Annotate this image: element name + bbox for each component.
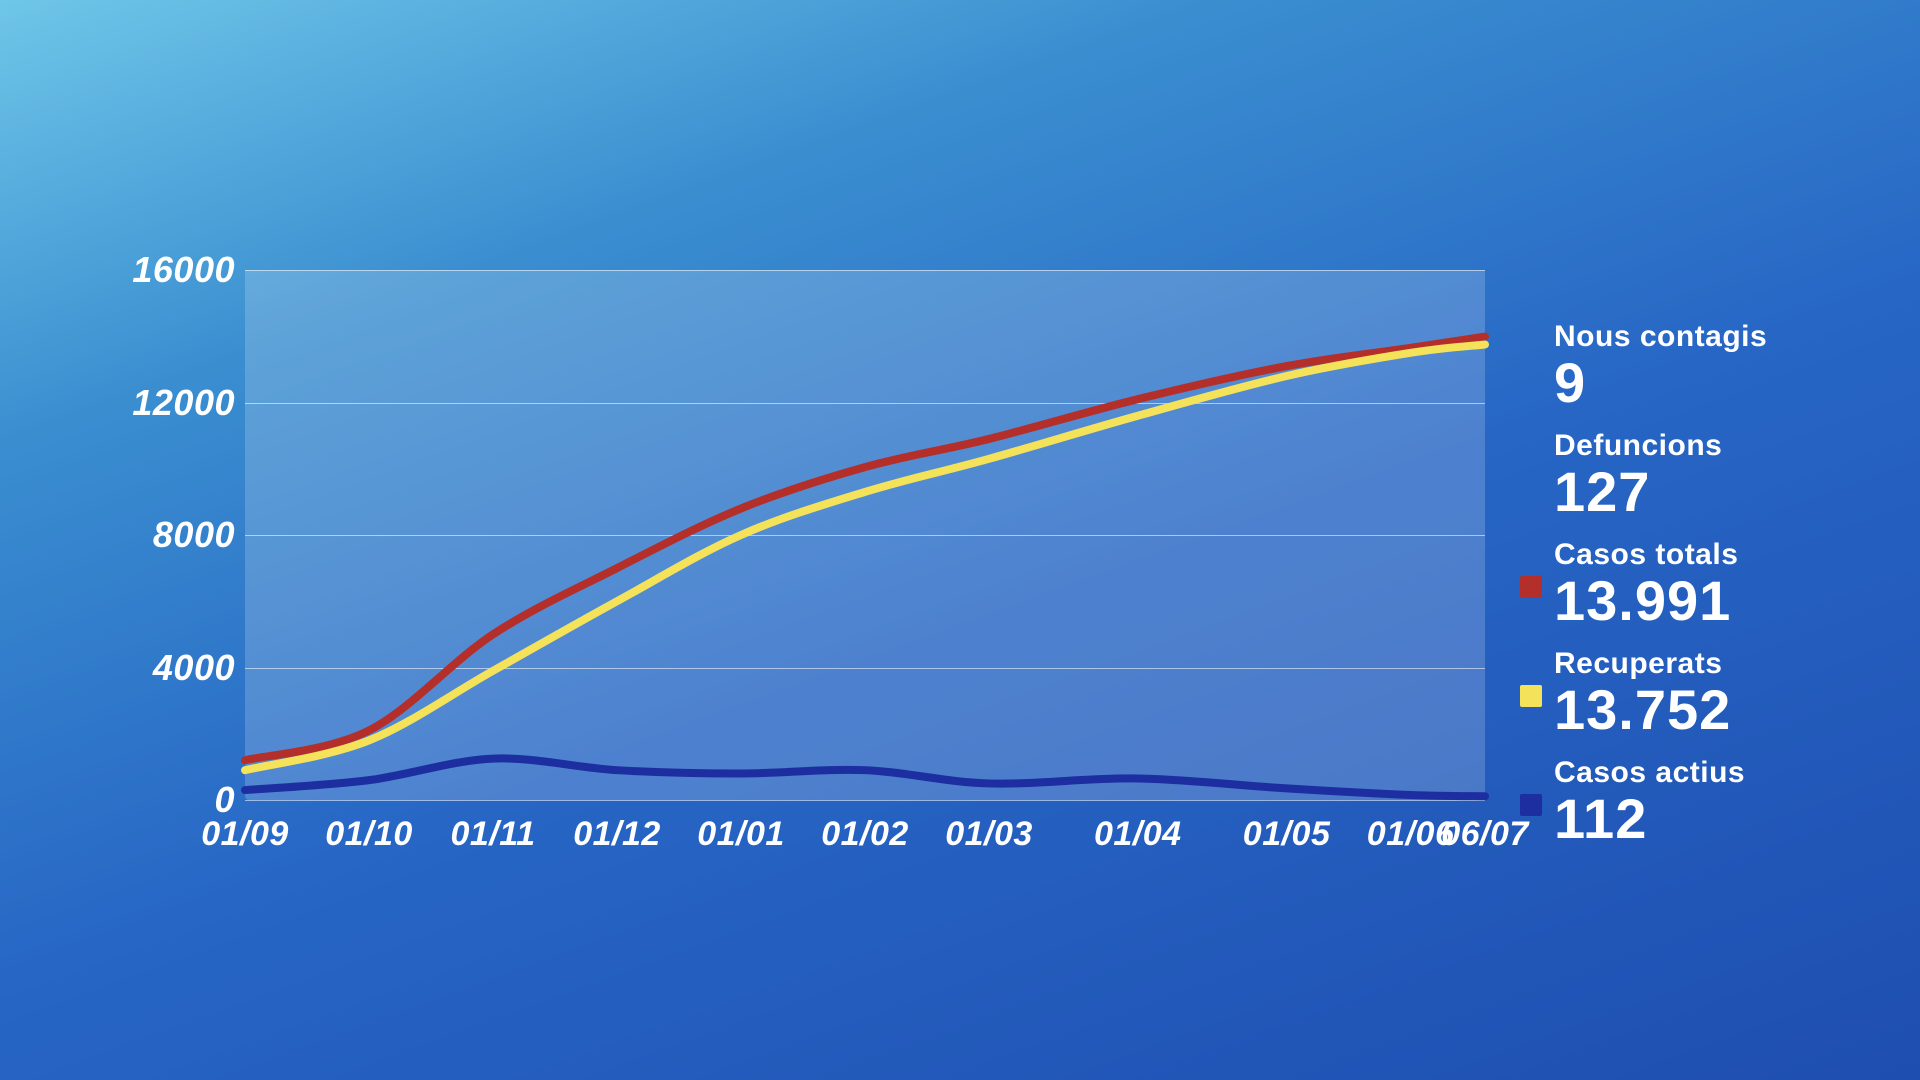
legend-value: 9	[1554, 355, 1767, 411]
legend-item: Defuncions127	[1520, 429, 1900, 520]
x-tick-label: 01/05	[1243, 815, 1331, 854]
legend-item: Casos actius112	[1520, 756, 1900, 847]
legend: Nous contagis9Defuncions127Casos totals1…	[1520, 320, 1900, 865]
legend-swatch-empty	[1520, 358, 1542, 380]
legend-swatch	[1520, 576, 1542, 598]
series-casos_totals	[245, 337, 1485, 761]
y-tick-label: 4000	[115, 647, 235, 689]
series-recuperats	[245, 344, 1485, 770]
legend-label: Casos totals	[1554, 538, 1738, 571]
legend-text: Casos totals13.991	[1554, 538, 1738, 629]
legend-value: 112	[1554, 791, 1745, 847]
legend-label: Nous contagis	[1554, 320, 1767, 353]
x-tick-label: 01/10	[325, 815, 413, 854]
x-tick-label: 01/11	[450, 815, 535, 854]
x-tick-label: 01/02	[821, 815, 909, 854]
legend-swatch-empty	[1520, 467, 1542, 489]
x-tick-label: 01/03	[945, 815, 1033, 854]
series-casos_actius	[245, 758, 1485, 796]
y-tick-label: 12000	[115, 382, 235, 424]
x-tick-label: 06/07	[1441, 815, 1529, 854]
y-tick-label: 8000	[115, 514, 235, 556]
legend-item: Recuperats13.752	[1520, 647, 1900, 738]
legend-item: Casos totals13.991	[1520, 538, 1900, 629]
x-tick-label: 01/09	[201, 815, 289, 854]
legend-label: Casos actius	[1554, 756, 1745, 789]
y-tick-label: 16000	[115, 249, 235, 291]
legend-value: 13.991	[1554, 573, 1738, 629]
legend-value: 127	[1554, 464, 1722, 520]
legend-label: Defuncions	[1554, 429, 1722, 462]
legend-item: Nous contagis9	[1520, 320, 1900, 411]
x-tick-label: 01/01	[697, 815, 785, 854]
legend-text: Nous contagis9	[1554, 320, 1767, 411]
legend-swatch	[1520, 685, 1542, 707]
legend-text: Defuncions127	[1554, 429, 1722, 520]
x-tick-label: 01/04	[1094, 815, 1182, 854]
legend-swatch	[1520, 794, 1542, 816]
gridline	[245, 800, 1485, 801]
legend-text: Recuperats13.752	[1554, 647, 1731, 738]
legend-value: 13.752	[1554, 682, 1731, 738]
chart-lines	[245, 270, 1485, 800]
chart-area: 0400080001200016000 01/0901/1001/1101/12…	[115, 255, 1485, 845]
x-tick-label: 01/12	[573, 815, 661, 854]
legend-text: Casos actius112	[1554, 756, 1745, 847]
stage: 0400080001200016000 01/0901/1001/1101/12…	[0, 0, 1920, 1080]
legend-label: Recuperats	[1554, 647, 1731, 680]
